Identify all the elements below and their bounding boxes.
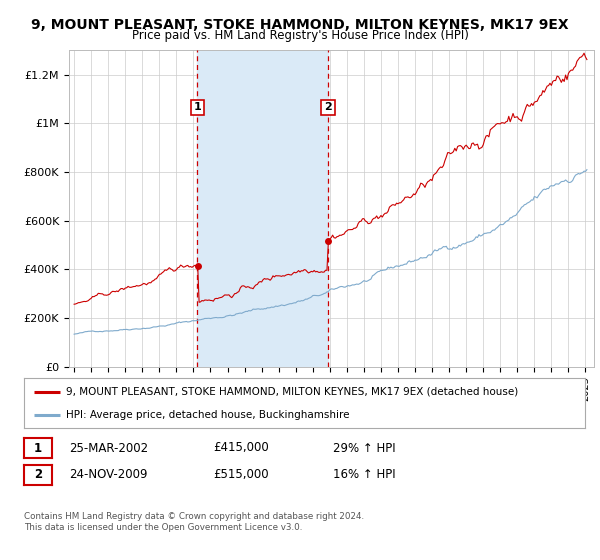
Text: 2: 2: [34, 468, 42, 482]
Text: 2: 2: [324, 102, 332, 113]
Text: 29% ↑ HPI: 29% ↑ HPI: [333, 441, 395, 455]
Text: 16% ↑ HPI: 16% ↑ HPI: [333, 468, 395, 482]
Text: Contains HM Land Registry data © Crown copyright and database right 2024.
This d: Contains HM Land Registry data © Crown c…: [24, 512, 364, 532]
Text: 25-MAR-2002: 25-MAR-2002: [69, 441, 148, 455]
Text: £515,000: £515,000: [213, 468, 269, 482]
Text: 1: 1: [34, 441, 42, 455]
Text: HPI: Average price, detached house, Buckinghamshire: HPI: Average price, detached house, Buck…: [66, 410, 350, 420]
Text: £415,000: £415,000: [213, 441, 269, 455]
Text: Price paid vs. HM Land Registry's House Price Index (HPI): Price paid vs. HM Land Registry's House …: [131, 29, 469, 42]
Bar: [197, 50, 328, 367]
Text: 9, MOUNT PLEASANT, STOKE HAMMOND, MILTON KEYNES, MK17 9EX: 9, MOUNT PLEASANT, STOKE HAMMOND, MILTON…: [31, 18, 569, 32]
Text: 1: 1: [193, 102, 201, 113]
Text: 24-NOV-2009: 24-NOV-2009: [69, 468, 148, 482]
Text: 9, MOUNT PLEASANT, STOKE HAMMOND, MILTON KEYNES, MK17 9EX (detached house): 9, MOUNT PLEASANT, STOKE HAMMOND, MILTON…: [66, 386, 518, 396]
